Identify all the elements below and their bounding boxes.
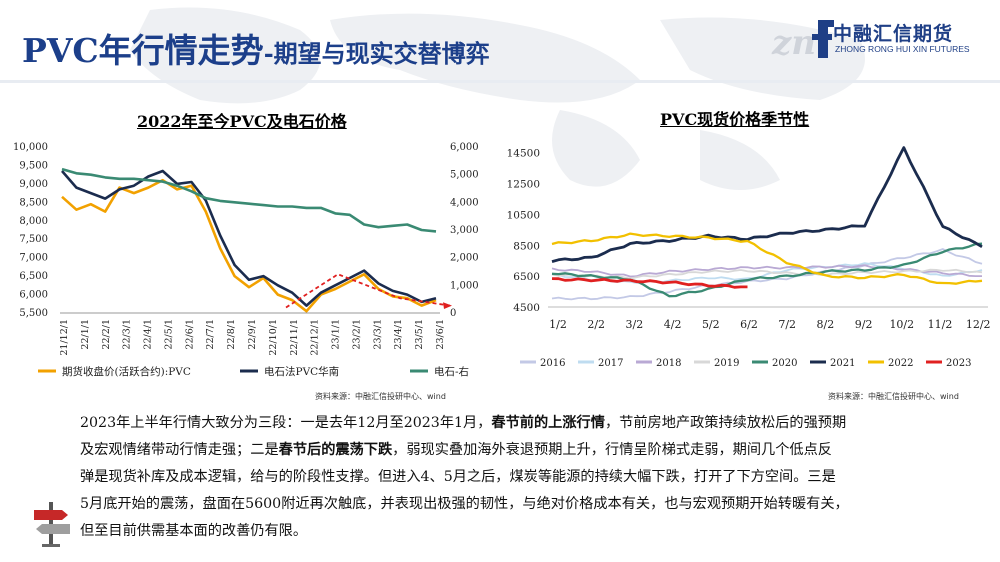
chart1-series-line-1: [61, 169, 437, 307]
para-line-4: 5月底开始的震荡，盘面在5600附近再次触底，并表现出极强的韧性，与绝对价格成本…: [80, 496, 849, 512]
para-line-3: 弹是现货补库及成本逻辑，给与的阶段性支撑。但进入4、5月之后，煤炭等能源的持续大…: [80, 469, 836, 485]
chart1-right-tick-label: 0: [450, 308, 456, 319]
chart1-x-tick-label: 22/12/1: [310, 319, 321, 356]
chart2-x-tick-label: 9/2: [855, 318, 873, 331]
chart1-left-tick-label: 8,000: [19, 216, 48, 227]
chart1-x-tick-label: 22/11/1: [289, 319, 300, 356]
chart1-x-tick-label: 22/9/1: [247, 319, 258, 350]
para-line-1: 2023年上半年行情大致分为三段：一是去年12月至2023年1月，春节前的上涨行…: [80, 415, 847, 431]
chart1-left-tick-label: 6,000: [19, 290, 48, 301]
chart1-series-line-0: [61, 178, 437, 313]
chart2-x-tick-label: 6/2: [740, 318, 758, 331]
chart1-left-tick-label: 7,500: [19, 234, 48, 245]
chart2-series-line-2018: [551, 264, 982, 278]
signpost-icon: [34, 502, 70, 547]
svg-text:zn: zn: [771, 23, 816, 63]
chart2-title: PVC现货价格季节性: [660, 110, 810, 129]
chart2-legend-label: 2021: [830, 358, 855, 369]
page-subtitle: -期望与现实交替博弈: [263, 39, 490, 68]
chart1-left-tick-label: 9,000: [19, 179, 48, 190]
chart1-left-tick-label: 7,000: [19, 253, 48, 264]
chart1-x-tick-label: 23/1/1: [331, 319, 342, 350]
chart1-x-tick-label: 23/5/1: [414, 319, 425, 350]
para-line-5: 但至目前供需基本面的改善仍有限。: [80, 523, 308, 539]
chart2-legend-label: 2016: [540, 358, 565, 369]
chart2-y-tick-label: 10500: [507, 209, 540, 221]
chart1-left-tick-label: 5,500: [19, 308, 48, 319]
chart1-right-tick-label: 3,000: [450, 225, 479, 236]
chart2-pvc-seasonal: 14500 12500 10500 8500 6500 4500 1/2 2/2 3/2 4/2 5…: [507, 146, 991, 369]
chart1-x-tick-label: 22/1/1: [80, 319, 91, 350]
chart1-legend-label: 电石-右: [434, 365, 469, 378]
chart1-right-tick-label: 6,000: [450, 142, 479, 153]
chart2-series-line-2023: [551, 277, 748, 289]
company-logo: zn: [771, 20, 834, 63]
chart2-x-tick-label: 5/2: [702, 318, 720, 331]
chart1-x-tick-label: 23/3/1: [372, 319, 383, 350]
chart1-title: 2022年至今PVC及电石价格: [137, 112, 347, 131]
chart2-x-tick-label: 4/2: [664, 318, 682, 331]
chart1-x-tick-label: 22/10/1: [268, 319, 279, 356]
chart2-y-tick-label: 14500: [507, 148, 540, 160]
chart1-x-tick-label: 23/2/1: [351, 319, 362, 350]
chart1-trend-arrowhead: [443, 302, 452, 309]
analysis-paragraph: 2023年上半年行情大致分为三段：一是去年12月至2023年1月，春节前的上涨行…: [80, 410, 975, 545]
chart2-legend-label: 2017: [598, 358, 623, 369]
chart2-legend-label: 2019: [714, 358, 739, 369]
chart2-x-tick-label: 11/2: [928, 318, 953, 331]
chart1-trend-arrow: [285, 273, 451, 309]
chart2-x-tick-label: 10/2: [889, 318, 914, 331]
chart2-x-tick-label: 8/2: [817, 318, 835, 331]
chart1-x-tick-label: 22/4/1: [143, 319, 154, 350]
chart2-y-tick-label: 6500: [513, 271, 540, 283]
chart1-x-tick-label: 22/6/1: [184, 319, 195, 350]
chart1-right-tick-label: 5,000: [450, 170, 479, 181]
chart2-y-tick-label: 8500: [513, 240, 540, 252]
chart1-right-tick-label: 1,000: [450, 280, 479, 291]
chart1-pvc-carbide: 10,000 9,500 9,000 8,500 8,000 7,500 7,000 6,50…: [13, 142, 479, 378]
chart1-x-tick-label: 21/12/1: [59, 319, 70, 356]
chart1-x-tick-label: 22/7/1: [205, 319, 216, 350]
chart2-series-line-2021: [551, 146, 983, 263]
page-title: PVC年行情走势-期望与现实交替博弈: [22, 31, 490, 70]
chart2-legend-label: 2022: [888, 358, 913, 369]
chart1-right-tick-label: 4,000: [450, 197, 479, 208]
chart2-x-tick-label: 7/2: [778, 318, 796, 331]
chart2-x-tick-label: 2/2: [587, 318, 605, 331]
chart1-x-tick-label: 23/6/1: [435, 319, 446, 350]
header: PVC年行情走势-期望与现实交替博弈 zn 中融汇信期货 ZHONG RONG …: [0, 0, 1000, 82]
chart1-legend-label: 电石法PVC华南: [264, 365, 339, 378]
chart1-x-tick-label: 22/3/1: [122, 319, 133, 350]
chart1-x-tick-label: 22/2/1: [101, 319, 112, 350]
chart2-legend-label: 2020: [772, 358, 797, 369]
logo-text-cn: 中融汇信期货: [833, 23, 954, 45]
chart1-series-line-2: [61, 167, 437, 233]
chart2-source: 资料来源：中融汇信投研中心、wind: [828, 392, 959, 401]
chart1-x-tick-label: 23/4/1: [393, 319, 404, 350]
chart2-y-tick-label: 12500: [507, 179, 540, 191]
chart1-left-tick-label: 9,500: [19, 160, 48, 171]
chart1-right-tick-label: 2,000: [450, 253, 479, 264]
chart1-x-tick-label: 22/5/1: [163, 319, 174, 350]
chart1-legend-label: 期货收盘价(活跃合约):PVC: [62, 365, 191, 378]
chart2-x-tick-label: 1/2: [549, 318, 567, 331]
logo-text-en: ZHONG RONG HUI XIN FUTURES: [835, 44, 970, 54]
chart2-y-tick-label: 4500: [513, 302, 540, 314]
chart2-series-line-2019: [551, 268, 983, 280]
chart1-left-tick-label: 8,500: [19, 197, 48, 208]
chart1-source: 资料来源：中融汇信投研中心、wind: [315, 392, 446, 401]
chart2-legend-label: 2018: [656, 358, 681, 369]
chart1-left-tick-label: 10,000: [13, 142, 48, 153]
para-line-2: 及宏观情绪带动行情走强；二是春节后的震荡下跌，弱现实叠加海外衰退预期上升，行情呈…: [80, 442, 832, 458]
chart2-x-tick-label: 3/2: [626, 318, 644, 331]
chart2-series-line-2022: [551, 232, 983, 285]
chart2-x-tick-label: 12/2: [966, 318, 991, 331]
chart2-legend-label: 2023: [946, 358, 971, 369]
chart2-series-line-2016: [551, 248, 983, 301]
chart1-left-tick-label: 6,500: [19, 271, 48, 282]
chart1-x-tick-label: 22/8/1: [226, 319, 237, 350]
